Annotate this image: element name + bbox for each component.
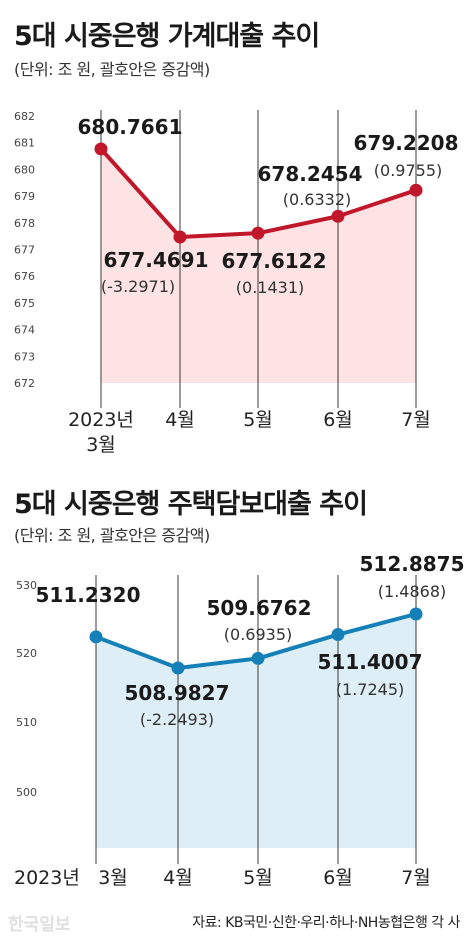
value-label: 680.7661 <box>77 115 182 139</box>
change-label: (0.9755) <box>374 161 442 180</box>
y-tick-label: 674 <box>14 324 35 337</box>
value-label: 677.6122 <box>221 249 326 273</box>
data-point <box>409 607 423 621</box>
x-tick-label: 7월 <box>401 409 431 431</box>
chart1-title: 5대 시중은행 가계대출 추이 <box>14 21 320 52</box>
y-tick-label: 681 <box>14 137 35 150</box>
y-tick-label: 530 <box>16 579 37 592</box>
value-label: 511.2320 <box>35 583 140 607</box>
x-tick-label: 7월 <box>401 867 431 889</box>
change-label: (0.6935) <box>224 625 292 644</box>
y-tick-label: 675 <box>14 297 35 310</box>
data-point <box>251 226 265 240</box>
x-tick-label: 2023년 <box>14 867 80 889</box>
x-tick-label: 4월 <box>165 409 195 431</box>
x-tick-label: 3월 <box>98 867 128 889</box>
data-point <box>173 230 187 244</box>
x-tick-label: 5월 <box>243 867 273 889</box>
x-tick-label: 3월 <box>86 434 116 456</box>
value-label: 679.2208 <box>353 131 458 155</box>
y-tick-label: 676 <box>14 270 35 283</box>
change-label: (1.4868) <box>378 582 446 601</box>
data-point <box>171 661 185 675</box>
value-label: 509.6762 <box>206 596 311 620</box>
data-point <box>331 628 345 642</box>
data-point <box>409 183 423 197</box>
value-label: 678.2454 <box>257 162 362 186</box>
value-label: 508.9827 <box>124 681 229 705</box>
change-label: (0.6332) <box>283 190 351 209</box>
y-tick-label: 679 <box>14 190 35 203</box>
change-label: (1.7245) <box>336 680 404 699</box>
chart2-title: 5대 시중은행 주택담보대출 추이 <box>14 489 368 520</box>
data-point <box>94 142 108 156</box>
x-tick-label: 4월 <box>163 867 193 889</box>
y-tick-label: 520 <box>16 647 37 660</box>
y-tick-label: 510 <box>16 716 37 729</box>
value-label: 511.4007 <box>317 650 422 674</box>
data-point <box>331 209 345 223</box>
chart2-subtitle: (단위: 조 원, 괄호안은 증감액) <box>14 526 210 545</box>
y-tick-label: 500 <box>16 786 37 799</box>
x-tick-label: 2023년 <box>68 409 134 431</box>
x-tick-label: 6월 <box>323 409 353 431</box>
y-tick-label: 672 <box>14 377 35 390</box>
y-tick-label: 680 <box>14 163 35 176</box>
y-tick-label: 673 <box>14 350 35 363</box>
x-tick-label: 5월 <box>243 409 273 431</box>
x-tick-label: 6월 <box>323 867 353 889</box>
y-tick-label: 682 <box>14 110 35 123</box>
y-tick-label: 678 <box>14 217 35 230</box>
change-label: (-3.2971) <box>101 277 175 296</box>
value-label: 512.8875 <box>359 552 464 576</box>
publisher-logo: 한국일보 <box>8 915 71 935</box>
change-label: (0.1431) <box>236 278 304 297</box>
data-point <box>251 651 265 665</box>
value-label: 677.4691 <box>103 248 208 272</box>
chart1-subtitle: (단위: 조 원, 괄호안은 증감액) <box>14 60 210 79</box>
y-tick-label: 677 <box>14 244 35 257</box>
household-loan-chart: 672 673 674 675 676 677 678 679 680 681 682 2023년 3월… <box>14 110 459 456</box>
data-point <box>89 630 103 644</box>
source-note: 자료: KB국민·신한·우리·하나·NH농협은행 각 사 <box>192 915 460 931</box>
change-label: (-2.2493) <box>140 710 214 729</box>
